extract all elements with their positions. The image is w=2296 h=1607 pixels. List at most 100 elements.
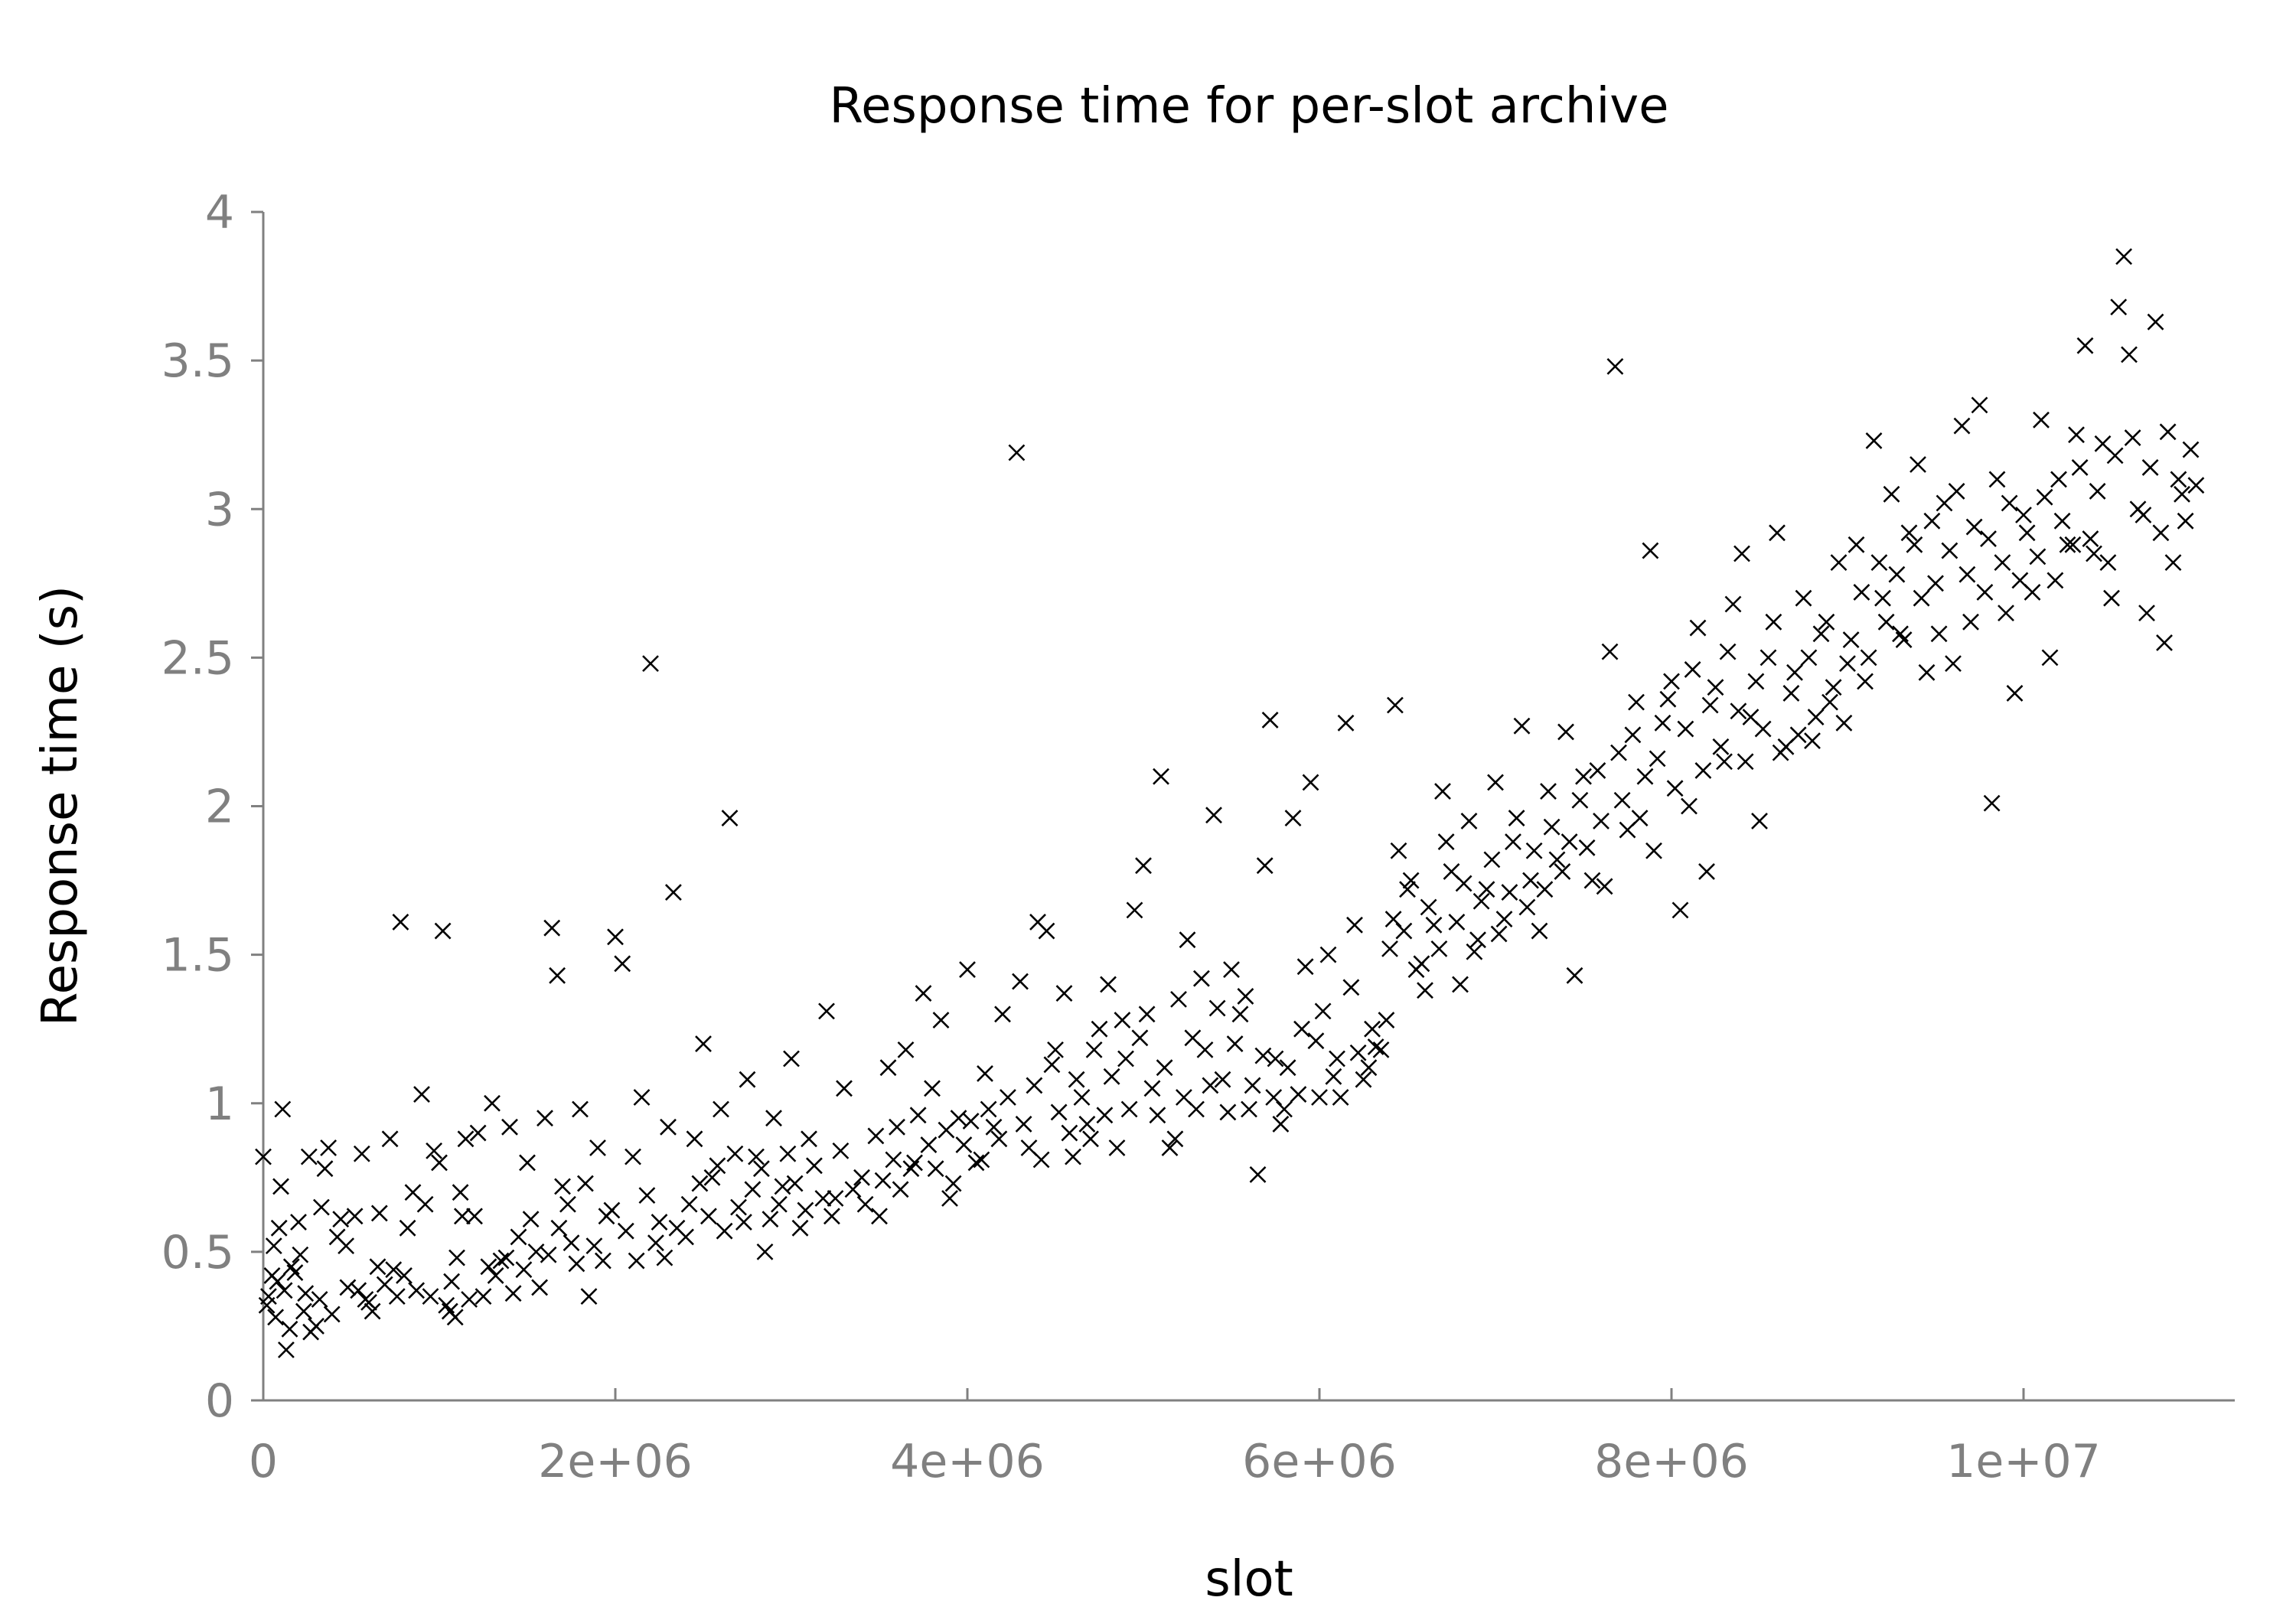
- data-point: [686, 1130, 703, 1148]
- data-point: [1930, 625, 1948, 643]
- data-point: [1980, 530, 1997, 547]
- x-tick-label: 8e+06: [1594, 1435, 1749, 1488]
- data-point: [2124, 429, 2141, 446]
- data-point: [909, 1107, 927, 1124]
- data-point: [1561, 833, 1578, 851]
- data-point: [985, 1118, 1003, 1136]
- data-point: [823, 1208, 840, 1225]
- data-point: [1149, 1107, 1166, 1124]
- data-point: [1583, 872, 1601, 889]
- data-point: [1205, 807, 1222, 824]
- data-point: [2011, 572, 2029, 589]
- data-point: [1219, 1103, 1237, 1121]
- data-point: [827, 1190, 844, 1207]
- data-point: [1437, 833, 1455, 851]
- data-point: [1068, 1071, 1085, 1088]
- data-point: [2103, 589, 2120, 607]
- data-point: [1346, 916, 1363, 934]
- data-point: [2076, 337, 2094, 354]
- data-point: [1508, 810, 1525, 826]
- data-point: [1821, 693, 1838, 711]
- data-point: [1469, 931, 1486, 949]
- data-point: [1284, 810, 1302, 826]
- data-point: [1490, 925, 1508, 943]
- data-point: [1906, 536, 1923, 553]
- x-tick-label: 4e+06: [890, 1435, 1045, 1488]
- data-point: [1593, 812, 1609, 830]
- data-point: [1153, 768, 1169, 785]
- data-point: [316, 1160, 334, 1178]
- data-point: [1487, 774, 1504, 791]
- data-point: [1642, 542, 1659, 559]
- data-point: [1085, 1041, 1103, 1058]
- data-point: [1367, 1038, 1384, 1055]
- data-point: [1724, 595, 1742, 613]
- data-point: [1466, 943, 1483, 960]
- data-point: [2064, 536, 2082, 553]
- data-point: [1772, 744, 1789, 761]
- data-point: [290, 1214, 307, 1231]
- data-point: [2082, 530, 2099, 547]
- data-point: [818, 1002, 835, 1020]
- plot-area: 0 0.5 1 1.5 2 2.5 3 3.5 4 0 2e+06 4e+06 6e+06 8e+06 1…: [161, 186, 2235, 1488]
- data-point: [1008, 444, 1026, 461]
- data-point: [2053, 512, 2071, 530]
- data-point: [1452, 976, 1469, 993]
- data-point: [272, 1178, 289, 1195]
- data-point: [1818, 613, 1835, 631]
- data-point: [735, 1214, 752, 1231]
- data-point: [1807, 709, 1825, 725]
- data-point: [1179, 931, 1196, 949]
- data-point: [879, 1059, 897, 1077]
- data-point: [1518, 898, 1536, 916]
- data-point: [487, 1267, 504, 1284]
- data-point: [1988, 471, 2006, 488]
- data-point: [1073, 1089, 1091, 1106]
- data-point: [1434, 783, 1451, 800]
- data-point: [1455, 875, 1473, 892]
- x-tick-label: 0: [249, 1435, 278, 1488]
- data-point: [1302, 774, 1319, 791]
- data-point: [258, 1296, 276, 1314]
- data-point: [434, 922, 452, 940]
- data-point: [1596, 878, 1613, 895]
- data-point: [1666, 780, 1684, 797]
- data-point: [651, 1214, 668, 1231]
- data-point: [426, 1142, 443, 1159]
- data-point: [388, 1288, 406, 1305]
- data-point: [1913, 589, 1930, 607]
- data-point: [396, 1267, 413, 1284]
- data-point: [1765, 613, 1782, 631]
- data-point: [1265, 1089, 1283, 1106]
- data-point: [762, 1211, 779, 1228]
- data-point: [836, 1080, 853, 1097]
- data-point: [801, 1130, 817, 1148]
- data-point: [2006, 685, 2024, 702]
- x-tick-label: 1e+07: [1946, 1435, 2101, 1488]
- data-point: [1681, 797, 1698, 815]
- data-point: [779, 1145, 797, 1162]
- data-point: [1677, 720, 1694, 738]
- data-point: [452, 1184, 469, 1201]
- data-point: [1848, 536, 1865, 553]
- data-point: [783, 1050, 800, 1068]
- data-point: [469, 1124, 487, 1142]
- data-point: [1483, 851, 1501, 869]
- data-point: [2152, 524, 2170, 542]
- data-point: [2182, 441, 2200, 458]
- y-tick-label: 2: [205, 781, 234, 834]
- data-point: [994, 1006, 1011, 1023]
- y-tick-label: 4: [205, 186, 234, 240]
- data-point: [999, 1089, 1016, 1106]
- data-point: [1751, 812, 1768, 830]
- data-point: [1540, 783, 1557, 800]
- data-point: [457, 1130, 475, 1148]
- data-point: [647, 1234, 664, 1252]
- data-point: [1613, 791, 1631, 809]
- data-point: [889, 1118, 905, 1136]
- data-point: [1948, 483, 1965, 500]
- chart-title: Response time for per-slot archive: [830, 78, 1669, 135]
- data-point: [277, 1341, 295, 1358]
- data-point: [1789, 726, 1807, 744]
